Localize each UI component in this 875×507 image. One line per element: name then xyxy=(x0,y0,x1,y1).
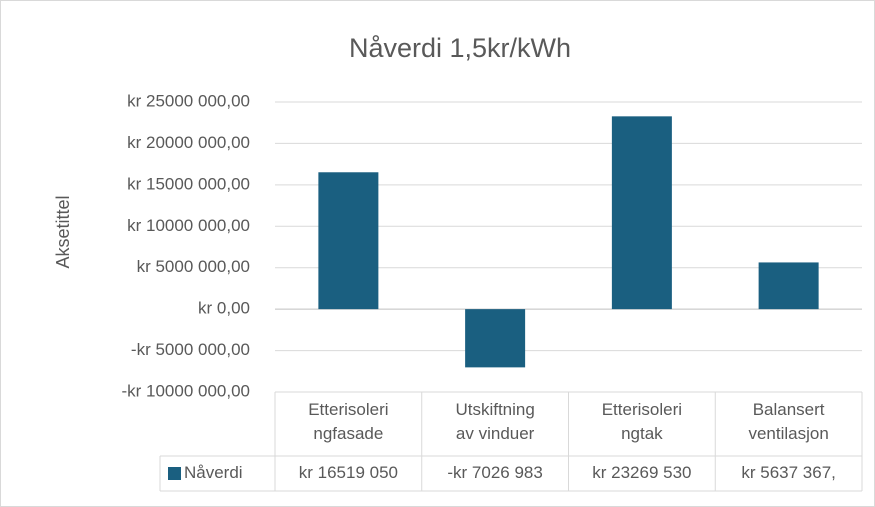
x-tick-label: Utskiftning av vinduer xyxy=(455,400,535,443)
x-tick-label: Balansert ventilasjon xyxy=(748,400,829,443)
y-tick-label: kr 0,00 xyxy=(198,299,250,318)
bar xyxy=(318,172,379,310)
y-tick-label: kr 10000 000,00 xyxy=(127,216,250,235)
bar xyxy=(758,262,819,310)
legend-swatch xyxy=(168,467,181,480)
y-axis-title: Aksetittel xyxy=(53,195,73,268)
bar xyxy=(611,116,672,310)
y-tick-label: kr 5000 000,00 xyxy=(137,257,250,276)
data-label: kr 23269 530 xyxy=(592,463,692,482)
x-tick-label: Etterisoleri ngtak xyxy=(601,400,683,443)
bar xyxy=(465,309,526,368)
y-tick-label: kr 20000 000,00 xyxy=(127,133,250,152)
y-tick-label: -kr 10000 000,00 xyxy=(121,381,250,400)
data-label: -kr 7026 983 xyxy=(447,463,543,482)
y-tick-label: kr 15000 000,00 xyxy=(127,174,250,193)
chart-title: Nåverdi 1,5kr/kWh xyxy=(349,33,571,63)
x-tick-label: Etterisoleri ngfasade xyxy=(308,400,389,443)
data-label: kr 5637 367, xyxy=(741,463,836,482)
y-tick-label: -kr 5000 000,00 xyxy=(131,340,250,359)
data-label: kr 16519 050 xyxy=(298,463,398,482)
legend-label: Nåverdi xyxy=(184,463,243,482)
y-tick-label: kr 25000 000,00 xyxy=(127,91,250,110)
